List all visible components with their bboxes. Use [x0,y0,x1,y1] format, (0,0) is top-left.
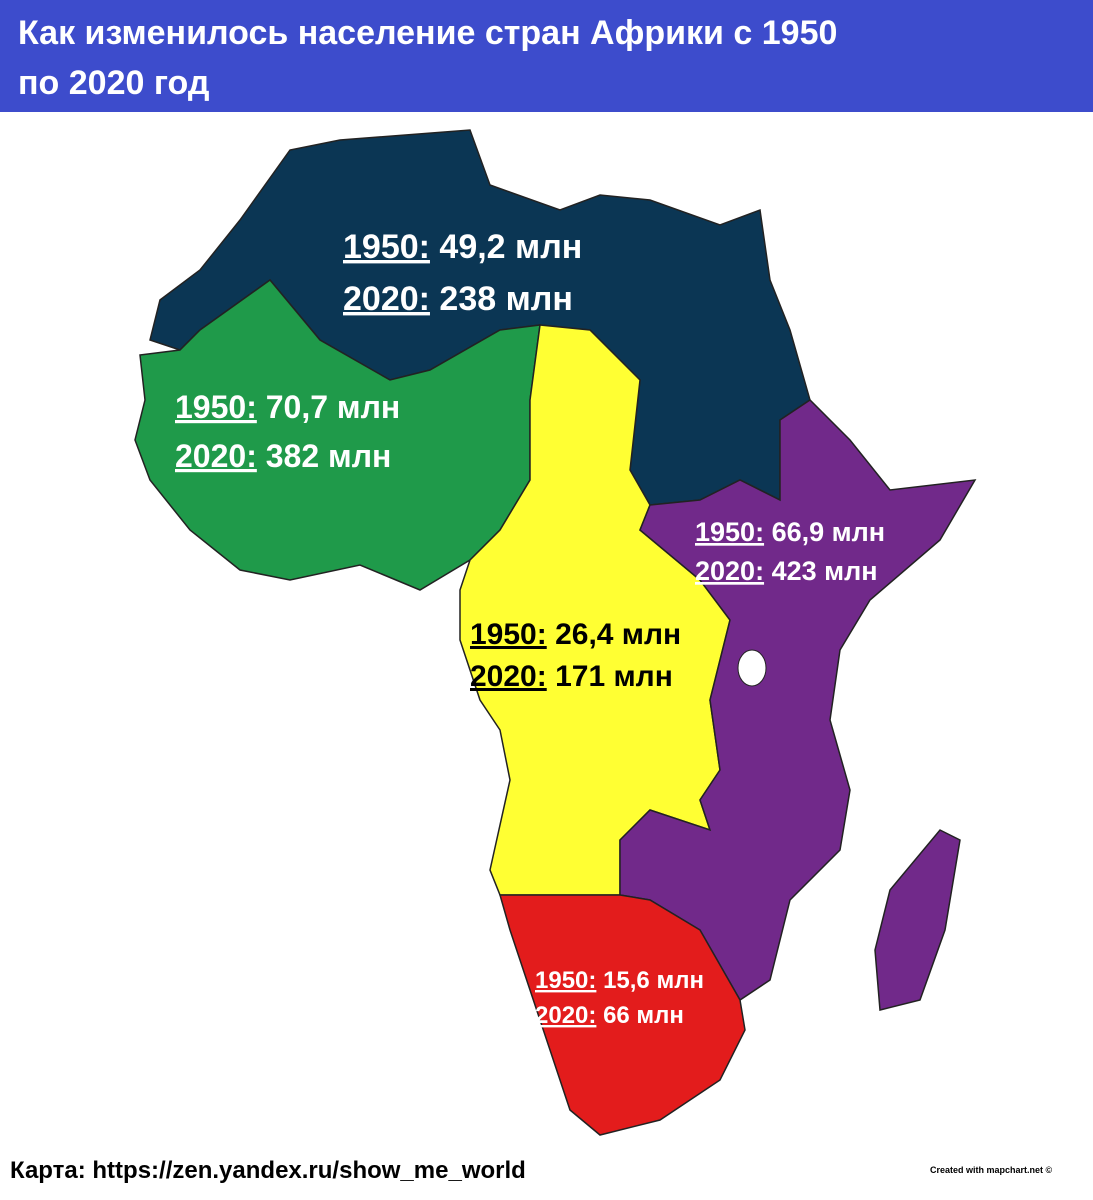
year: 1950: [535,967,596,994]
region-label: 2020: 238 млн [343,280,573,318]
region-label: 2020: 171 млн [470,660,673,693]
value: 66 млн [603,1002,684,1029]
region-label: 1950: 49,2 млн [343,228,582,266]
lake [737,649,767,687]
label-south: 1950: 15,6 млн 2020: 66 млн [535,967,704,1029]
region-label: 1950: 70,7 млн [175,389,400,425]
year: 1950: [343,228,430,266]
region-label: 1950: 66,9 млн [695,517,885,547]
credit: Created with mapchart.net © [930,1165,1053,1175]
year: 1950: [695,517,764,547]
source: Карта: https://zen.yandex.ru/show_me_wor… [10,1157,526,1184]
year: 2020: [470,660,547,693]
value: 382 млн [266,438,392,474]
region-label: 2020: 382 млн [175,438,391,474]
year: 2020: [343,280,430,318]
year: 2020: [535,1002,596,1029]
title: Как изменилось население стран Африки с … [18,14,837,52]
madagascar [874,829,961,1011]
region-label: 1950: 26,4 млн [470,618,681,651]
value: 26,4 млн [555,618,681,651]
region-label: 2020: 66 млн [535,1002,684,1029]
title: по 2020 год [18,64,209,102]
value: 15,6 млн [603,967,704,994]
label-east: 1950: 66,9 млн 2020: 423 млн [695,517,885,586]
value: 171 млн [555,660,673,693]
year: 2020: [695,556,764,586]
region-south [499,894,746,1136]
label-north: 1950: 49,2 млн 2020: 238 млн [343,228,582,318]
year: 1950: [470,618,547,651]
value: 238 млн [439,280,572,318]
region-east [619,399,977,1002]
value: 66,9 млн [772,517,885,547]
label-central: 1950: 26,4 млн 2020: 171 млн [470,618,681,693]
value: 49,2 млн [439,228,582,266]
year: 2020: [175,438,257,474]
header-band [0,0,1093,112]
label-west: 1950: 70,7 млн 2020: 382 млн [175,389,400,474]
year: 1950: [175,389,257,425]
value: 423 млн [772,556,878,586]
value: 70,7 млн [266,389,401,425]
region-label: 2020: 423 млн [695,556,878,586]
map [134,129,977,1136]
region-label: 1950: 15,6 млн [535,967,704,994]
